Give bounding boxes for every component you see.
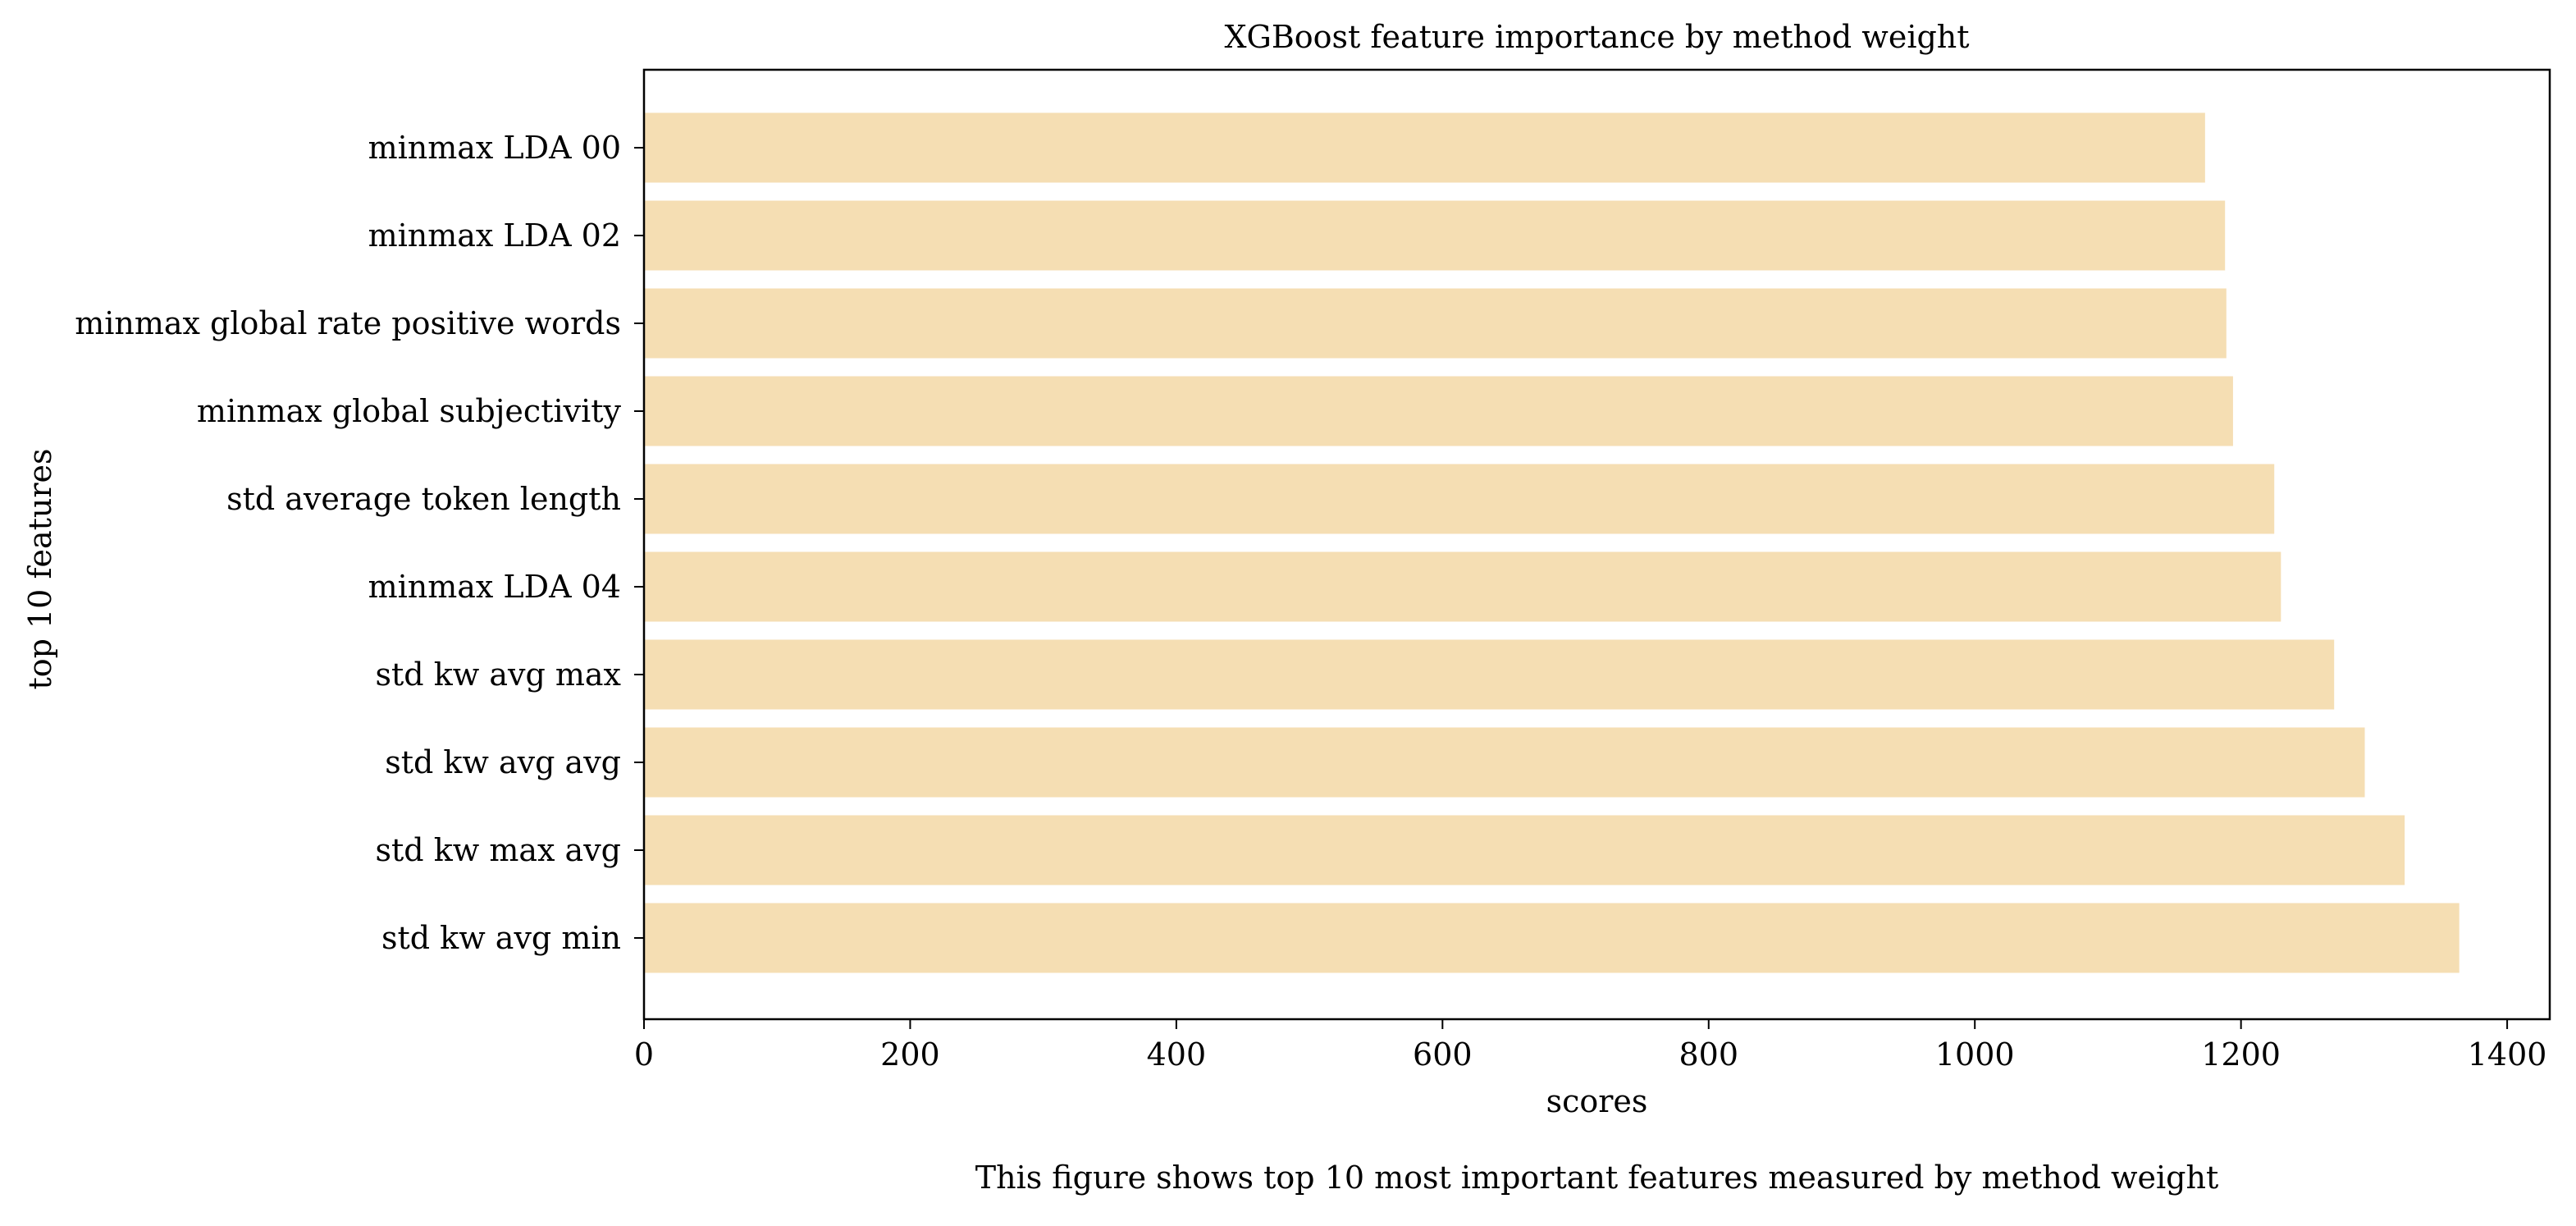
bar-minmax__global_subjectivity [644, 376, 2233, 446]
y-tick-label: std kw avg avg [385, 744, 621, 780]
y-tick-label: minmax LDA 04 [368, 569, 621, 605]
x-ticks-layer: 0 200 400 600 800 1000 1200 1400 [634, 1019, 2547, 1073]
bar-minmax__global_rate_positive_words [644, 288, 2227, 359]
x-tick-label: 200 [880, 1036, 940, 1073]
bar-minmax__LDA_04 [644, 551, 2281, 622]
x-tick-label: 1400 [2468, 1036, 2547, 1073]
bar-minmax__LDA_02 [644, 200, 2226, 271]
y-tick-label: std kw avg min [381, 920, 621, 956]
bars-layer [644, 112, 2460, 973]
plot-area-frame [642, 68, 2551, 1021]
y-tick-label: minmax LDA 02 [368, 217, 621, 254]
x-tick-label: 400 [1147, 1036, 1207, 1073]
bar-std__kw_avg_max [644, 639, 2335, 710]
chart-title: XGBoost feature importance by method wei… [1224, 19, 1969, 55]
x-tick-label: 0 [634, 1036, 654, 1073]
x-tick-label: 600 [1413, 1036, 1473, 1073]
bar-std__kw_avg_avg [644, 727, 2365, 798]
y-tick-label: std average token length [226, 481, 621, 517]
x-axis-label: scores [1546, 1083, 1648, 1119]
bar-std__average_token_length [644, 464, 2275, 534]
x-tick-label: 1000 [1935, 1036, 2015, 1073]
x-tick-label: 800 [1679, 1036, 1738, 1073]
y-axis-label: top 10 features [22, 448, 58, 689]
x-tick-label: 1200 [2201, 1036, 2281, 1073]
bar-std__kw_avg_min [644, 903, 2460, 973]
y-tick-label: minmax global rate positive words [75, 305, 621, 341]
y-tick-label: minmax LDA 00 [368, 130, 621, 166]
y-ticks-layer: minmax LDA 00 minmax LDA 02 minmax global … [75, 130, 644, 956]
bar-std__kw_max_avg [644, 815, 2405, 885]
y-tick-label: minmax global subjectivity [197, 393, 622, 429]
bar-minmax__LDA_00 [644, 112, 2205, 183]
y-tick-label: std kw max avg [376, 832, 621, 868]
y-tick-label: std kw avg max [376, 656, 621, 693]
chart-caption: This figure shows top 10 most important … [975, 1160, 2219, 1196]
